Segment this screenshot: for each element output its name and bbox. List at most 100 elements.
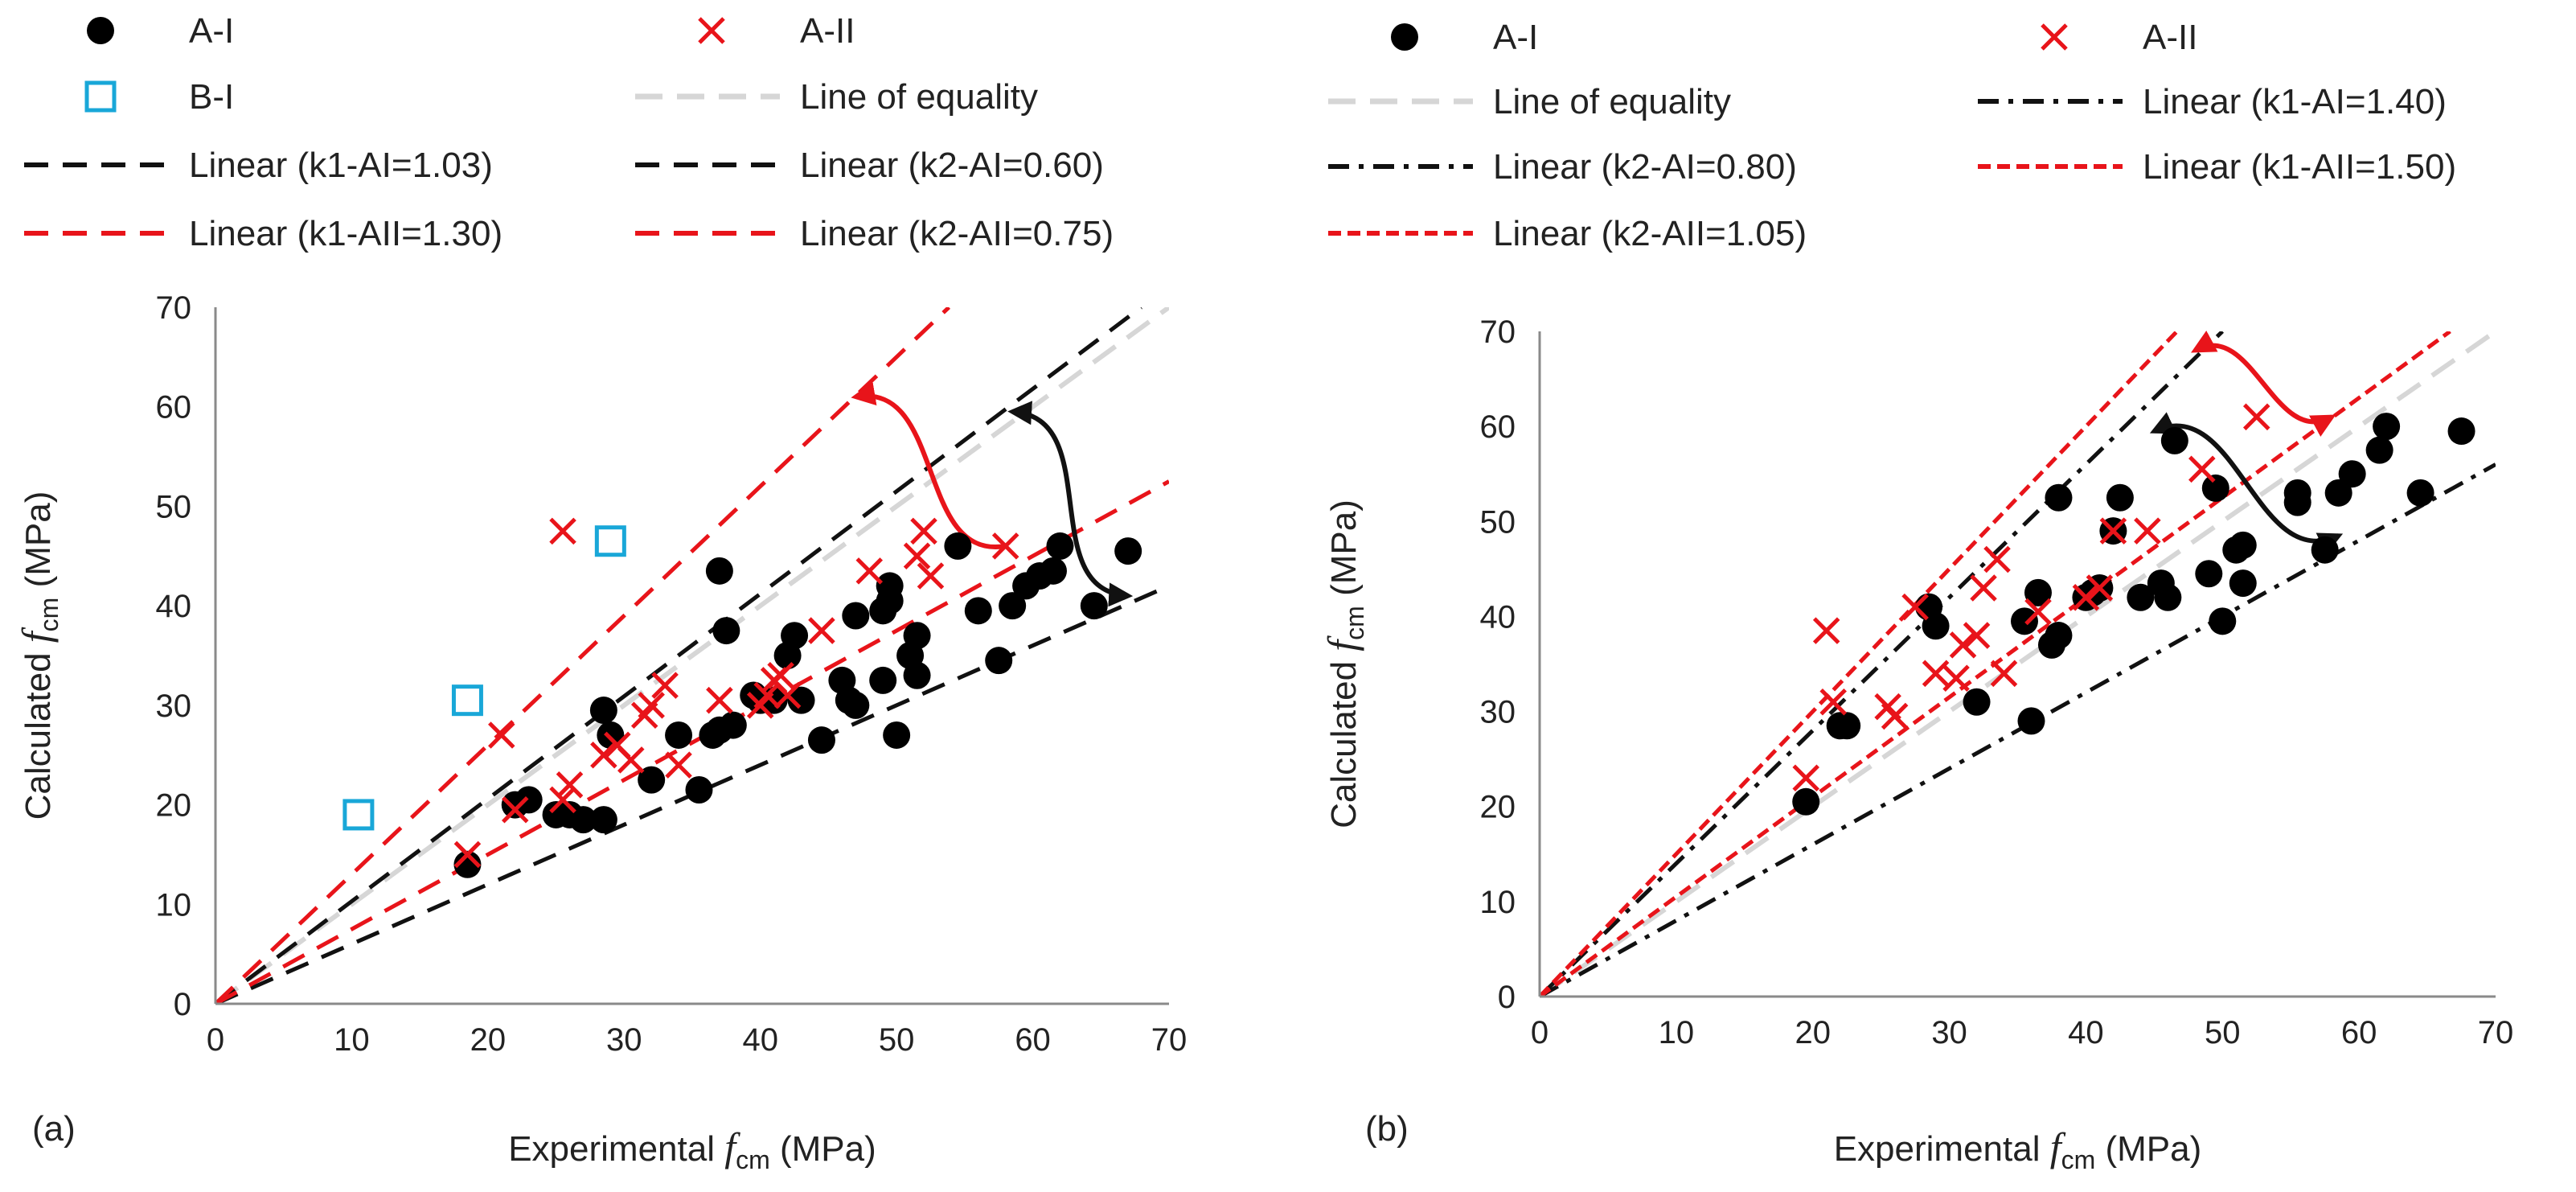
legend-item: Line of equality [635,77,1038,117]
y-tick-label: 30 [1480,695,1516,730]
legend-item: Linear (k2-AII=1.05) [1328,214,1807,253]
trend-line [1540,331,2225,997]
x-tick-label: 50 [2205,1015,2241,1050]
x-tick-label: 40 [2068,1015,2104,1050]
point-a-ii [2086,574,2114,602]
point-a-i [569,806,597,834]
point-b-i [451,684,483,717]
chart-panel-a: A-I A-II B-I Line of equality Linear (k1-AI=… [14,11,1187,1174]
point-a-i [685,776,713,804]
point-b-i [343,799,375,831]
point-a-i [2406,479,2434,507]
point-a-i [453,850,482,878]
point-a-ii [767,661,794,689]
legend-item: Linear (k2-AII=0.75) [635,214,1114,253]
point-a-i [2010,607,2038,635]
point-a-ii [1901,593,1929,621]
point-a-i [1080,592,1108,620]
point-a-i [2106,483,2134,512]
point-a-ii [2242,403,2270,431]
y-tick-label: 40 [156,589,192,624]
point-a-ii [2099,517,2127,545]
legend-label: A-II [800,11,855,51]
chart-panel-b: A-I A-II Line of equality Linear (k1-AI=1.4… [1319,18,2513,1174]
point-a-i [1114,537,1142,565]
point-a-ii [808,617,835,644]
point-a-ii [617,746,645,774]
point-a-i [842,602,870,630]
trend-line [1540,331,2179,997]
y-tick-label: 20 [156,788,192,824]
point-a-i [2324,479,2352,507]
legend-item: Linear (k2-AI=0.80) [1328,147,1797,187]
legend-label: Line of equality [800,77,1038,117]
point-a-i [1963,688,1991,716]
point-a-i [515,786,543,814]
legend-label: Linear (k1-AI=1.40) [2143,82,2447,121]
trend-line [215,479,1169,1004]
data-points-b [1792,403,2476,816]
point-a-ii [1812,617,1840,644]
point-a-i [1046,532,1074,560]
legend-label: Linear (k1-AI=1.03) [189,146,493,185]
legend-swatch [84,80,117,113]
point-a-i [2365,436,2393,464]
trend-line [215,307,1142,1004]
point-a-i [787,686,815,714]
point-a-ii [556,771,584,799]
axes-b: 0 10 20 30 40 50 60 70 0 10 20 30 40 50 60 70 [1480,314,2514,1050]
legend-label: Linear (k1-AII=1.50) [2143,147,2456,187]
point-a-i [638,766,666,794]
point-a-ii [2024,598,2052,626]
y-tick-label: 60 [156,390,192,425]
annotation-arrow [1007,401,1134,607]
point-a-ii [2188,455,2216,483]
point-a-ii [1922,660,1950,688]
legend-label: Linear (k2-AI=0.60) [800,146,1104,185]
x-tick-label: 10 [334,1022,370,1058]
legend-item: B-I [84,77,234,117]
point-a-i [597,721,625,749]
x-tick-label: 30 [1931,1015,1967,1050]
point-a-ii [917,562,945,590]
y-tick-label: 30 [156,688,192,724]
y-axis-title: Calculated fcm (MPa) [14,491,64,820]
x-axis-title: Experimental fcm (MPa) [1834,1124,2202,1174]
point-a-i [2283,488,2311,516]
point-a-ii [1942,664,1970,692]
x-tick-label: 30 [606,1022,642,1058]
point-a-i [2338,460,2366,488]
point-a-i [807,726,835,754]
y-tick-label: 70 [1480,314,1516,350]
x-tick-label: 10 [1659,1015,1695,1050]
annotation-arrow [2149,412,2344,555]
y-axis-title: Calculated fcm (MPa) [1319,499,1369,828]
legend-item: A-II [698,11,855,51]
axis-titles-a: (a) Experimental fcm (MPa) Calculated fcm … [14,491,876,1174]
legend-item: A-I [87,11,234,51]
legend-swatch [1391,23,1418,51]
x-axis-title: Experimental fcm (MPa) [508,1124,876,1174]
legend-item: Line of equality [1328,82,1731,121]
y-tick-label: 50 [1480,504,1516,540]
trend-line [1540,462,2496,997]
legend-label: Linear (k2-AII=1.05) [1493,214,1807,253]
point-a-ii [501,795,529,824]
point-a-ii [488,721,515,749]
legend-label: A-II [2143,18,2197,57]
x-tick-label: 50 [879,1022,915,1058]
y-tick-label: 0 [174,987,191,1022]
legend-swatch [2041,23,2068,51]
point-a-i [2127,583,2155,611]
point-a-i [705,557,733,585]
point-a-ii [773,681,802,709]
point-a-i [1922,612,1950,640]
x-tick-label: 0 [207,1022,224,1058]
point-a-ii [665,751,692,779]
legend-label: B-I [189,77,234,117]
y-tick-label: 10 [156,887,192,923]
legend-b: A-I A-II Line of equality Linear (k1-AI=1.4… [1328,18,2456,253]
point-a-ii [638,692,665,719]
x-tick-label: 20 [1795,1015,1831,1050]
point-a-i [2311,536,2339,564]
